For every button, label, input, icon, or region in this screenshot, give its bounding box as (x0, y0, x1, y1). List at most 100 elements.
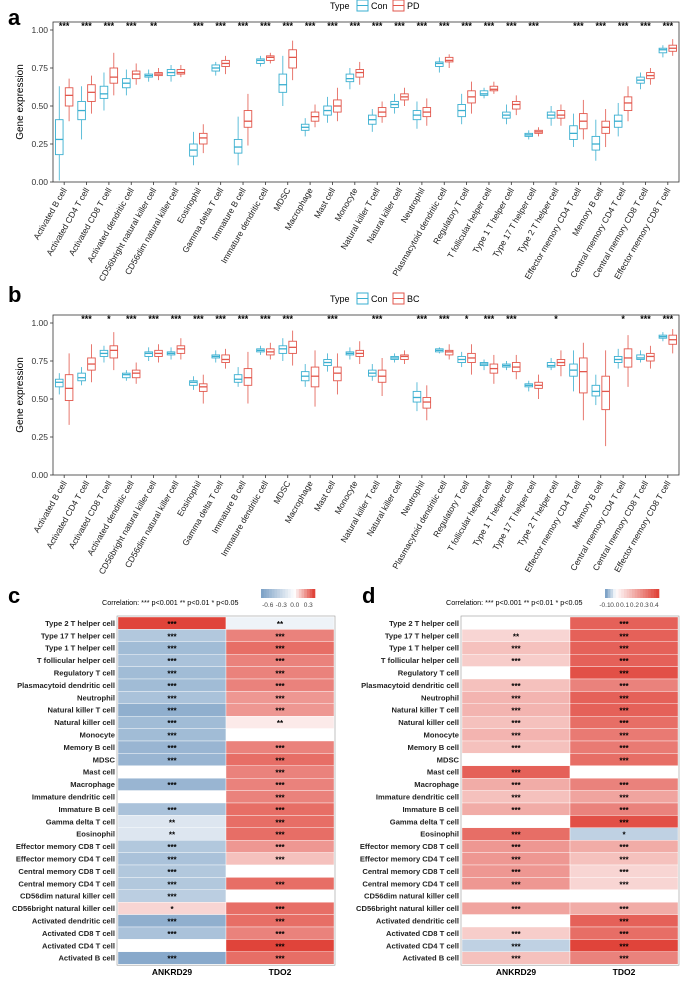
panel-label-b: b (8, 282, 21, 307)
heat-row-label: Effector memory CD4 T cell (360, 855, 459, 864)
y-tick-label: 0.25 (31, 432, 48, 442)
box-iqr (131, 369, 141, 379)
heat-star: *** (511, 905, 521, 914)
boxplot-panel-a: Type Con PD 0.00 0.25 0.50 0.75 1.00 Gene expres… (15, 0, 680, 283)
heat-frame (460, 615, 680, 966)
box-con (144, 347, 153, 361)
significance-label: *** (305, 21, 316, 31)
heat-legend-title: Correlation: *** p<0.001 ** p<0.01 * p<0… (102, 598, 238, 607)
box-iqr (64, 374, 74, 401)
significance-label: *** (238, 314, 249, 324)
heat-legend-swatch (615, 589, 619, 598)
box-iqr (109, 345, 119, 359)
heat-star: *** (511, 732, 521, 741)
box-iqr (99, 85, 109, 99)
heat-star: *** (167, 657, 177, 666)
box-con (368, 364, 377, 381)
box-iqr (122, 372, 131, 379)
box-con (211, 350, 221, 363)
heat-legend-swatch (656, 589, 660, 598)
heat-star: * (170, 905, 174, 914)
box-iqr (658, 47, 668, 54)
box-iqr (579, 357, 588, 394)
x-tick-label: MDSC (271, 186, 292, 213)
heat-star: *** (167, 732, 177, 741)
heat-row-label: Memory B cell (64, 743, 116, 752)
box-iqr (646, 352, 655, 362)
y-tick-label: 0.50 (31, 394, 48, 404)
heat-row-label: Activated B cell (58, 954, 115, 963)
box-pd (646, 68, 655, 85)
heat-legend-swatch (618, 589, 622, 598)
y-tick-label: 0.75 (31, 63, 48, 73)
heat-row-label: Immature B cell (58, 805, 115, 814)
box-iqr (221, 354, 230, 363)
heat-row-label: Neutrophil (421, 693, 459, 702)
box-con (390, 93, 399, 114)
heat-legend-swatch (629, 589, 633, 598)
heat-star: *** (511, 930, 521, 939)
heat-star: *** (511, 645, 521, 654)
chart-layer: Type Con PD 0.00 0.25 0.50 0.75 1.00 Gene expres… (12, 0, 680, 977)
heat-legend-swatch (621, 589, 625, 598)
significance-label: *** (193, 21, 204, 31)
box-con (524, 130, 534, 140)
heat-star: *** (619, 620, 629, 629)
significance-label: *** (372, 314, 383, 324)
box-iqr (288, 49, 297, 69)
box-bc (109, 332, 119, 371)
heat-cell (225, 951, 335, 965)
heat-cell (225, 889, 335, 903)
heat-star: *** (511, 657, 521, 666)
box-con (233, 116, 243, 166)
heat-star: *** (167, 670, 177, 679)
heat-row-label: Type 17 T helper cell (41, 631, 115, 640)
box-bc (221, 348, 230, 369)
heat-row-label: Eosinophil (76, 830, 115, 839)
heat-legend-tick: -0.3 (276, 602, 288, 609)
heat-star: * (622, 831, 626, 840)
box-iqr (591, 135, 601, 151)
heat-star: *** (167, 645, 177, 654)
heat-legend-swatch (312, 589, 316, 598)
heat-legend-swatch (266, 589, 270, 598)
heat-row-label: Immature dendritic cell (32, 793, 115, 802)
heat-star: *** (167, 893, 177, 902)
heat-legend-swatch (285, 589, 289, 598)
box-con (457, 351, 466, 368)
box-iqr (233, 374, 243, 383)
heat-legend-swatch (626, 589, 630, 598)
box-iqr (198, 383, 208, 392)
box-con (636, 72, 645, 90)
box-bc (601, 350, 610, 447)
heat-row-label: T follicular helper cell (37, 656, 115, 665)
heat-star: ** (513, 632, 520, 641)
box-bc (266, 342, 275, 360)
heat-star: *** (619, 843, 629, 852)
heat-legend-swatch (653, 589, 657, 598)
significance-label: *** (484, 21, 495, 31)
significance-label: *** (640, 21, 651, 31)
box-iqr (189, 380, 198, 386)
heat-legend-swatch (309, 589, 313, 598)
heat-legend-tick: 0.2 (630, 602, 639, 609)
heat-legend-swatch (261, 589, 264, 598)
box-iqr (176, 69, 186, 75)
box-con (55, 373, 64, 395)
heat-star: *** (275, 670, 285, 679)
heat-star: *** (511, 769, 521, 778)
heat-star: *** (167, 868, 177, 877)
heatmap-panel-d: Correlation: *** p<0.001 ** p<0.01 * p<0… (356, 589, 680, 977)
heat-cell (569, 765, 679, 779)
significance-label: *** (417, 314, 428, 324)
significance-label: *** (439, 314, 450, 324)
significance-label: *** (484, 314, 495, 324)
heat-star: *** (167, 620, 177, 629)
legend: Type Con BC (330, 292, 420, 305)
heat-star: *** (511, 831, 521, 840)
significance-label: *** (350, 21, 361, 31)
box-bc (310, 350, 320, 407)
box-pd (198, 124, 208, 154)
box-con (300, 118, 310, 137)
box-iqr (591, 384, 601, 397)
